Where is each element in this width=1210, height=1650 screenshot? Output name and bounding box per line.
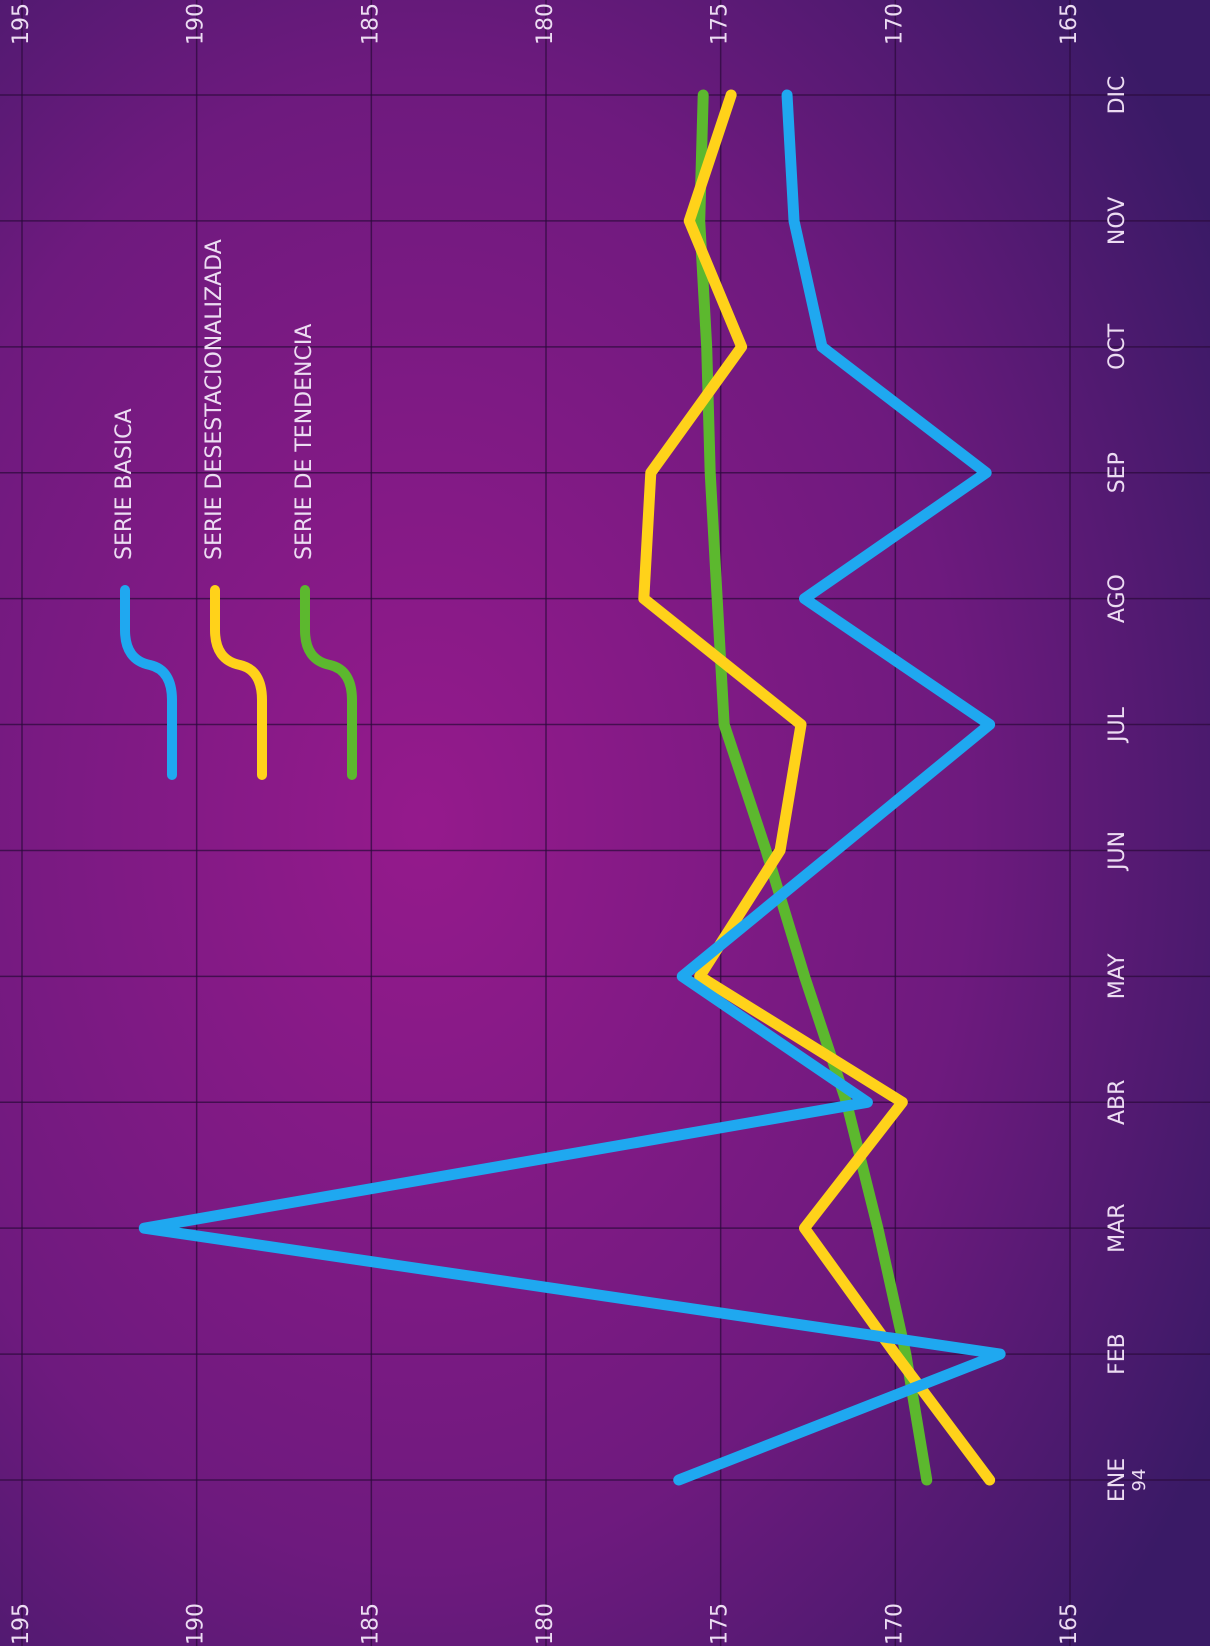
year-label: 94 (1129, 1469, 1150, 1492)
category-label: NOV (1105, 197, 1130, 245)
tick-label: 165 (1057, 1603, 1082, 1645)
category-label: MAY (1105, 953, 1130, 999)
legend-swatch (300, 585, 357, 780)
category-label: ENE (1105, 1458, 1130, 1502)
category-label: FEB (1105, 1333, 1130, 1375)
category-label: DIC (1105, 76, 1130, 115)
category-label: JUL (1105, 706, 1130, 744)
category-label: SEP (1105, 452, 1130, 493)
series-line (638, 89, 996, 1486)
tick-label: 180 (533, 3, 558, 45)
tick-label: 195 (9, 3, 34, 45)
tick-label: 165 (1057, 3, 1082, 45)
legend-swatch (210, 585, 267, 780)
tick-label: 170 (882, 1603, 907, 1645)
legend: SERIE BASICA SERIE DESESTACIONALIZADA SE… (112, 239, 357, 780)
legend-swatch (120, 585, 177, 780)
category-label: AGO (1105, 574, 1130, 623)
legend-label: SERIE DE TENDENCIA (292, 324, 317, 560)
tick-label: 190 (184, 3, 209, 45)
tick-label: 170 (882, 3, 907, 45)
tick-label: 195 (9, 1603, 34, 1645)
category-label: JUN (1105, 831, 1130, 872)
tick-label: 175 (708, 3, 733, 45)
tick-label: 180 (533, 1603, 558, 1645)
series-line (694, 89, 933, 1486)
legend-label: SERIE BASICA (112, 408, 137, 560)
series-line (138, 89, 1006, 1486)
category-label: ABR (1105, 1080, 1130, 1125)
tick-label: 175 (708, 1603, 733, 1645)
tick-label: 185 (358, 3, 383, 45)
category-label: MAR (1105, 1204, 1130, 1253)
tick-label: 190 (184, 1603, 209, 1645)
category-label: OCT (1105, 323, 1130, 370)
legend-label: SERIE DESESTACIONALIZADA (202, 239, 227, 560)
tick-label: 185 (358, 1603, 383, 1645)
